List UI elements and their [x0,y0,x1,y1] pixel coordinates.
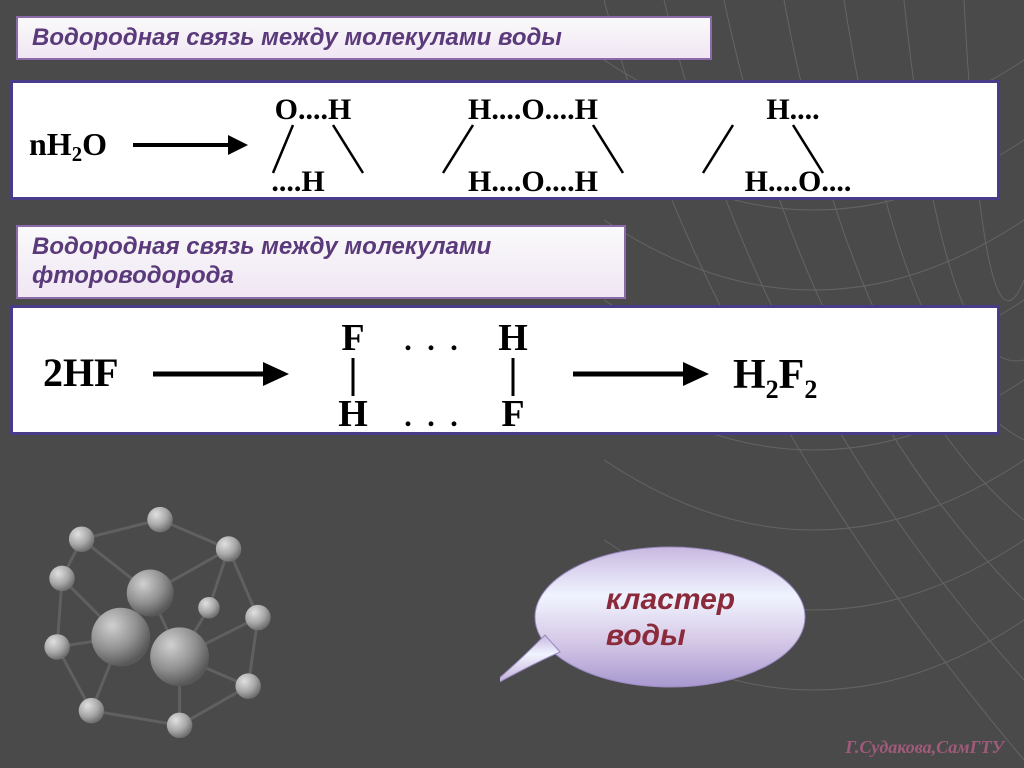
svg-text:H: H [338,393,368,435]
formula-hf: 2HF F . . . H H . . . F H2F2 [10,305,1000,435]
lhs-2hf: 2HF [43,350,119,395]
rhs-h2f2: H2F2 [733,352,817,404]
arrow-icon [683,362,709,386]
title-text: Водородная связь между молекулами воды [32,24,562,51]
bubble-line2: воды [606,619,686,652]
svg-text:F: F [501,393,524,435]
bubble-line1: кластер [606,583,735,616]
arrow-icon [228,135,248,155]
lhs-nh2o: nH2O [29,126,107,166]
arrow-icon [263,362,289,386]
svg-text:H....: H.... [766,93,819,126]
svg-text:F: F [341,317,364,359]
svg-text:O....H: O....H [275,93,352,126]
title2-line2: фтороводорода [32,262,234,289]
title2-line1: Водородная связь между молекулами [32,233,491,260]
title-water-hbond: Водородная связь между молекулами воды [16,16,712,60]
svg-text:. . .: . . . [404,324,462,357]
svg-text:H: H [498,317,528,359]
svg-text:H....O....: H....O.... [745,165,852,198]
title-hf-hbond: Водородная связь между молекулами фторов… [16,225,626,299]
water-cluster-3d [30,500,290,740]
svg-text:H....O....H: H....O....H [468,93,598,126]
svg-text:. . .: . . . [404,400,462,433]
credit-text: Г.Судакова,СамГТУ [845,737,1004,758]
formula-water: nH2O O....H H....O....H H.... ....H H...… [10,80,1000,200]
bubble-cluster-label: кластер воды [500,540,810,695]
svg-text:H....O....H: H....O....H [468,165,598,198]
svg-text:....H: ....H [271,165,324,198]
